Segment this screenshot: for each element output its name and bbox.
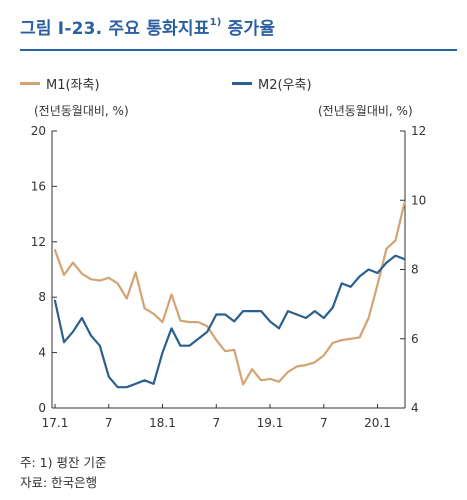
left-tick-label: 8 xyxy=(38,290,46,304)
x-tick-label: 17.1 xyxy=(42,416,69,430)
legend-m2-swatch xyxy=(232,82,252,85)
x-tick-label: 7 xyxy=(105,416,113,430)
x-tick-label: 20.1 xyxy=(364,416,391,430)
x-tick-label: 7 xyxy=(320,416,328,430)
legend-m1-swatch xyxy=(20,82,40,85)
title-text: 그림 I-23. 주요 통화지표 xyxy=(20,19,210,39)
footnote: 주: 1) 평잔 기준 xyxy=(20,455,107,470)
x-tick-label: 19.1 xyxy=(257,416,284,430)
source-note: 자료: 한국은행 xyxy=(20,475,98,490)
series-m1-line xyxy=(53,201,406,386)
title-footnote-marker: 1) xyxy=(209,17,222,29)
series-m2-line xyxy=(53,254,406,389)
left-tick-label: 4 xyxy=(38,346,46,360)
left-tick-label: 0 xyxy=(38,401,46,415)
legend-m1: M1(좌축) xyxy=(20,74,100,93)
right-tick-label: 6 xyxy=(411,332,419,346)
right-tick-label: 10 xyxy=(411,193,426,207)
right-tick-label: 12 xyxy=(411,124,426,138)
legend-m2-label: M2(우축) xyxy=(258,78,312,93)
left-tick-label: 20 xyxy=(31,124,46,138)
left-tick-label: 16 xyxy=(31,179,46,193)
right-axis-unit: (전년동월대비, %) xyxy=(318,104,413,118)
x-tick-label: 18.1 xyxy=(149,416,176,430)
legend-m1-label: M1(좌축) xyxy=(46,78,100,93)
right-tick-label: 8 xyxy=(411,263,419,277)
right-tick-label: 4 xyxy=(411,401,419,415)
left-tick-label: 12 xyxy=(31,235,46,249)
legend-m2: M2(우축) xyxy=(232,74,312,93)
x-tick-label: 7 xyxy=(212,416,220,430)
title-rule xyxy=(20,49,457,51)
page-title: 그림 I-23. 주요 통화지표1) 증가율 xyxy=(20,14,275,39)
title-suffix: 증가율 xyxy=(221,19,276,39)
left-axis-unit: (전년동월대비, %) xyxy=(34,104,129,118)
